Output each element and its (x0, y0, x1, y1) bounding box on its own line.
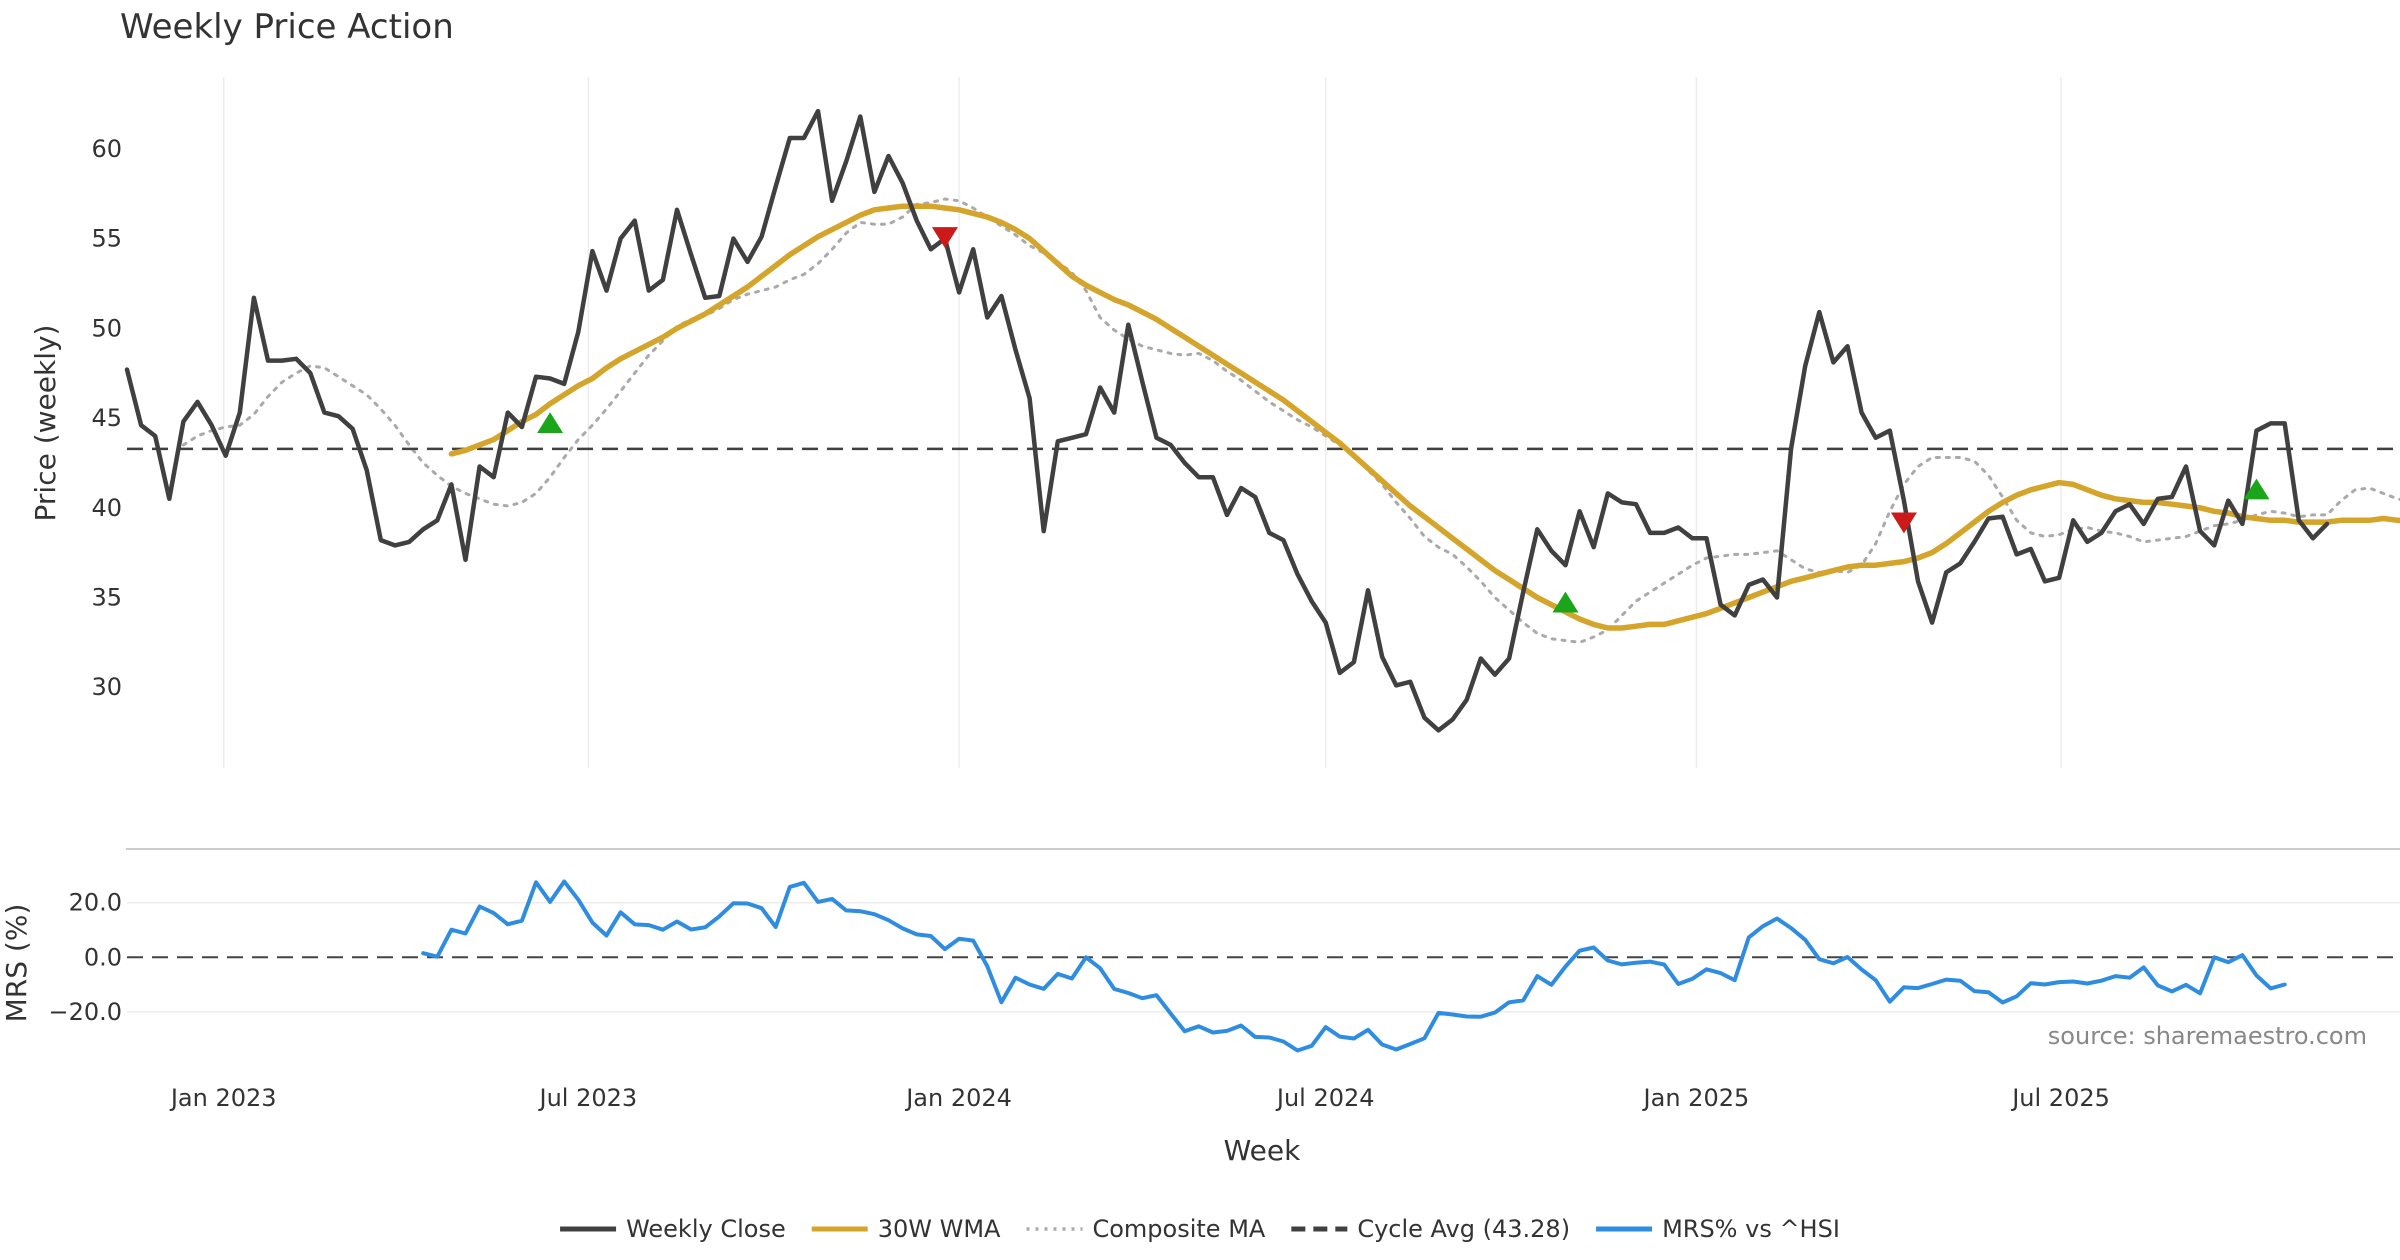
mrs-y-ticks: 20.0 0.0 −20.0 (48, 889, 122, 1026)
legend-label: Cycle Avg (43.28) (1357, 1215, 1570, 1243)
x-axis-title: Week (1224, 1134, 1301, 1167)
mrs-series (421, 879, 2287, 1053)
legend-label: Weekly Close (626, 1215, 786, 1243)
price-y-tick-label: 60 (91, 135, 122, 163)
legend: Weekly Close 30W WMA Composite MA Cycle Avg… (560, 1215, 1840, 1243)
price-y-tick-label: 40 (91, 494, 122, 522)
signal-markers (537, 227, 2270, 613)
legend-item-cycle-avg-43-28: Cycle Avg (43.28) (1291, 1215, 1570, 1243)
source-note: source: sharemaestro.com (2048, 1022, 2367, 1050)
price-y-tick-label: 45 (91, 404, 122, 432)
x-tick-label: Jan 2024 (904, 1084, 1012, 1112)
price-y-axis-title: Price (weekly) (29, 325, 62, 522)
series-weekly-close (124, 108, 2330, 733)
series-30w-wma (448, 203, 2400, 631)
legend-label: MRS% vs ^HSI (1662, 1215, 1840, 1243)
price-y-tick-label: 55 (91, 225, 122, 253)
legend-item-composite-ma: Composite MA (1026, 1215, 1266, 1243)
price-y-tick-label: 35 (91, 583, 122, 611)
sell-signal-marker (931, 227, 958, 248)
legend-item-weekly-close: Weekly Close (560, 1215, 786, 1243)
price-series (124, 108, 2400, 733)
price-y-tick-label: 30 (91, 673, 122, 701)
mrs-grid (127, 901, 2400, 1013)
mrs-y-tick-label: −20.0 (48, 998, 122, 1026)
legend-label: Composite MA (1092, 1215, 1265, 1243)
chart-title: Weekly Price Action (120, 7, 454, 47)
x-tick-label: Jul 2025 (2010, 1084, 2110, 1112)
buy-signal-marker (1552, 591, 1579, 613)
x-ticks: Jan 2023 Jul 2023 Jan 2024 Jul 2024 Jan 2025… (169, 1084, 2110, 1112)
x-tick-label: Jan 2025 (1642, 1084, 1750, 1112)
price-grid (222, 77, 2062, 768)
legend-item-30w-wma: 30W WMA (811, 1215, 1001, 1243)
mrs-y-tick-label: 0.0 (84, 943, 122, 971)
legend-label: 30W WMA (878, 1215, 1001, 1243)
x-tick-label: Jul 2024 (1275, 1084, 1375, 1112)
price-y-tick-label: 50 (91, 314, 122, 342)
sell-signal-marker (1890, 512, 1917, 534)
buy-signal-marker (537, 412, 564, 433)
series-composite-ma (181, 197, 2400, 644)
series-mrs-vs-hsi (421, 879, 2287, 1053)
x-tick-label: Jan 2023 (169, 1084, 277, 1112)
legend-item-mrs-vs-hsi: MRS% vs ^HSI (1596, 1215, 1840, 1243)
mrs-y-axis-title: MRS (%) (0, 904, 33, 1023)
buy-signal-marker (2243, 478, 2270, 500)
x-tick-label: Jul 2023 (538, 1084, 638, 1112)
mrs-y-tick-label: 20.0 (69, 889, 122, 917)
price-y-ticks: 30 35 40 45 50 55 60 (91, 135, 122, 701)
